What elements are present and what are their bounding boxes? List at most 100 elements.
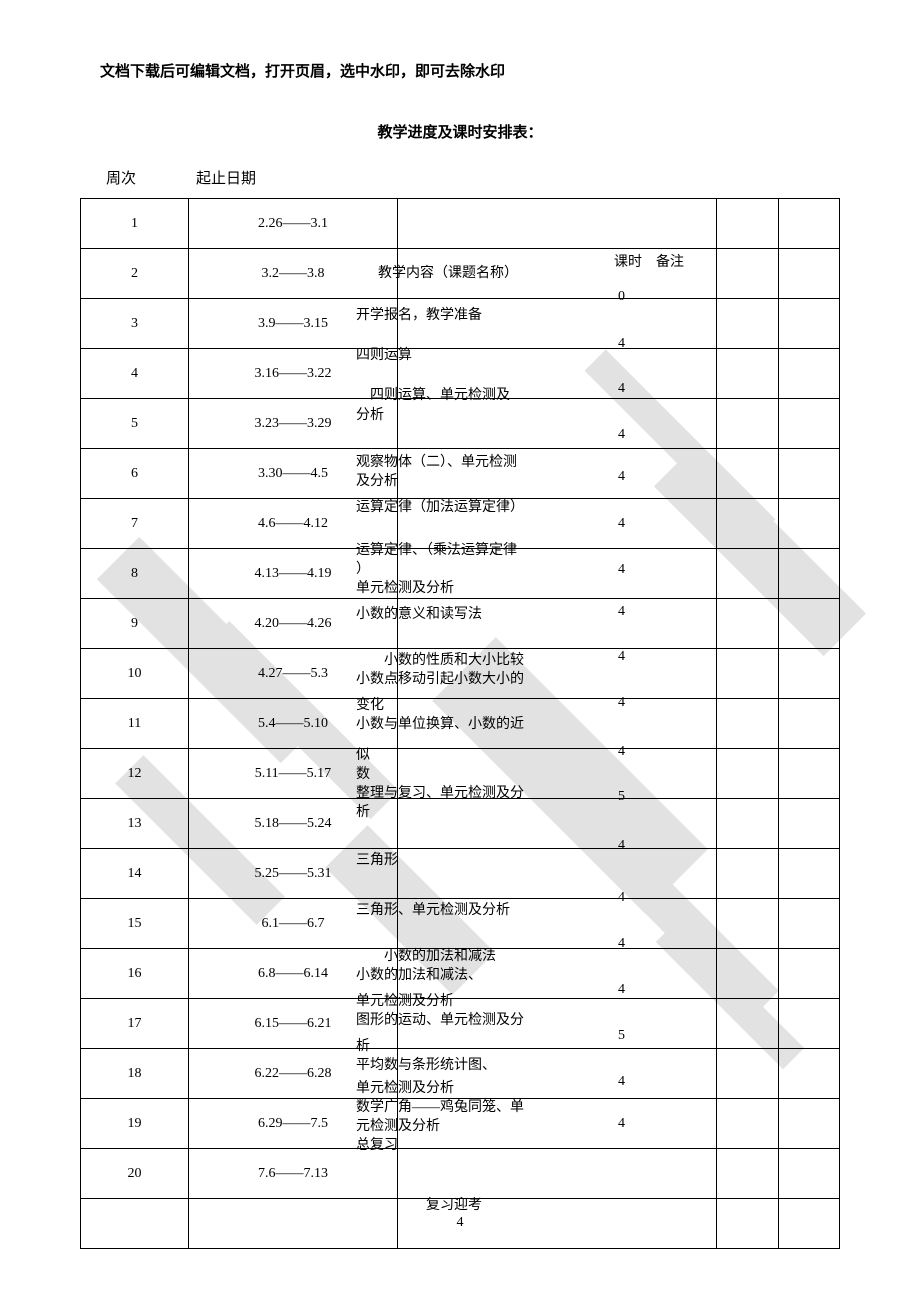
cell-hours [717, 749, 778, 799]
topic-text: 及分析 [356, 471, 398, 493]
float-note-header: 备注 [656, 251, 684, 271]
header-note: 文档下载后可编辑文档，打开页眉，选中水印，即可去除水印 [100, 60, 840, 81]
cell-hours [717, 949, 778, 999]
topic-text: 三角形 [356, 850, 398, 872]
cell-hours [717, 649, 778, 699]
cell-topic [397, 799, 716, 849]
topic-text: 开学报名，教学准备 [356, 305, 482, 327]
cell-date: 3.2——3.8 [189, 249, 398, 299]
page-title: 教学进度及课时安排表： [80, 121, 840, 142]
cell-topic [397, 199, 716, 249]
cell-note [778, 199, 839, 249]
topic-text: 图形的运动、单元检测及分 [356, 1010, 524, 1032]
hours-value: 5 [618, 789, 625, 805]
cell-note [778, 349, 839, 399]
hours-value: 4 [618, 469, 625, 485]
cell-hours [717, 299, 778, 349]
hours-value: 4 [618, 381, 625, 397]
topic-text: 三角形、单元检测及分析 [356, 900, 510, 922]
cell-hours [717, 799, 778, 849]
topic-text: 分析 [356, 405, 384, 427]
cell-note [778, 299, 839, 349]
topic-text: 运算定律（加法运算定律） [356, 497, 524, 519]
hours-value: 4 [618, 982, 625, 998]
cell-week: 12 [81, 749, 189, 799]
cell-hours [717, 849, 778, 899]
cell-hours [717, 1049, 778, 1099]
cell-week: 1 [81, 199, 189, 249]
cell-note [778, 699, 839, 749]
cell-week: 13 [81, 799, 189, 849]
cell-hours [717, 349, 778, 399]
cell-note [778, 1049, 839, 1099]
cell-topic [397, 849, 716, 899]
cell-note [778, 1199, 839, 1249]
cell-hours [717, 1199, 778, 1249]
cell-week: 20 [81, 1149, 189, 1199]
float-hours-header: 课时 [614, 251, 642, 271]
float-topic-header: 教学内容（课题名称） [378, 262, 518, 282]
cell-note [778, 799, 839, 849]
hours-value: 4 [618, 336, 625, 352]
cell-week: 19 [81, 1099, 189, 1149]
cell-hours [717, 499, 778, 549]
cell-note [778, 849, 839, 899]
cell-hours [717, 1149, 778, 1199]
cell-note [778, 949, 839, 999]
topic-text: 单元检测及分析 [356, 578, 454, 600]
cell-hours [717, 199, 778, 249]
hours-value: 5 [618, 1028, 625, 1044]
topic-text: 运算定律、（乘法运算定律 [356, 540, 517, 562]
cell-week: 4 [81, 349, 189, 399]
col-header-week: 周次 [106, 167, 196, 188]
cell-date [189, 1199, 398, 1249]
cell-hours [717, 1099, 778, 1149]
topic-text: 小数点移动引起小数大小的 [356, 669, 524, 691]
cell-week [81, 1199, 189, 1249]
hours-value: 4 [618, 516, 625, 532]
cell-note [778, 1149, 839, 1199]
cell-hours [717, 999, 778, 1049]
topic-text: 复习迎考 [426, 1195, 482, 1217]
table-row: 207.6——7.13 [81, 1149, 840, 1199]
col-header-date: 起止日期 [196, 167, 356, 188]
hours-value: 4 [618, 1074, 625, 1090]
cell-hours [717, 699, 778, 749]
hours-value: 4 [618, 890, 625, 906]
topic-text: 小数与单位换算、小数的近 [356, 714, 524, 736]
topic-text: 四则运算、单元检测及 [370, 385, 510, 407]
cell-week: 17 [81, 999, 189, 1049]
cell-note [778, 499, 839, 549]
cell-note [778, 749, 839, 799]
cell-note [778, 249, 839, 299]
cell-note [778, 399, 839, 449]
cell-week: 2 [81, 249, 189, 299]
cell-week: 10 [81, 649, 189, 699]
hours-value: 0 [618, 289, 625, 305]
hours-value: 4 [618, 744, 625, 760]
hours-value: 4 [618, 427, 625, 443]
cell-week: 18 [81, 1049, 189, 1099]
page-number: 4 [457, 1215, 464, 1231]
cell-week: 6 [81, 449, 189, 499]
topic-text: 平均数与条形统计图、 [356, 1055, 496, 1077]
cell-week: 15 [81, 899, 189, 949]
cell-week: 9 [81, 599, 189, 649]
cell-note [778, 999, 839, 1049]
cell-note [778, 449, 839, 499]
cell-week: 14 [81, 849, 189, 899]
cell-hours [717, 399, 778, 449]
cell-note [778, 599, 839, 649]
cell-hours [717, 599, 778, 649]
cell-week: 3 [81, 299, 189, 349]
table-row: 135.18——5.24 [81, 799, 840, 849]
cell-note [778, 899, 839, 949]
topic-text: 总复习 [356, 1135, 398, 1157]
topic-text: 整理与复习、单元检测及分 [356, 783, 524, 805]
hours-value: 4 [618, 936, 625, 952]
column-headers: 周次 起止日期 [106, 167, 840, 188]
hours-value: 4 [618, 649, 625, 665]
hours-value: 4 [618, 1116, 625, 1132]
cell-date: 2.26——3.1 [189, 199, 398, 249]
cell-hours [717, 549, 778, 599]
